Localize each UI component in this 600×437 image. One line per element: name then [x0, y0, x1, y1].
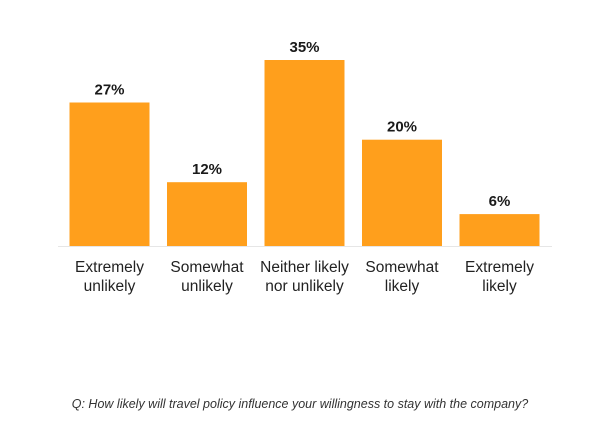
category-label-0-line-1: unlikely — [84, 278, 136, 295]
category-label-2-line-0: Neither likely — [260, 259, 349, 276]
category-label-2-line-1: nor unlikely — [265, 278, 344, 295]
value-label-0: 27% — [94, 82, 124, 99]
category-label-4-line-1: likely — [482, 278, 517, 295]
category-labels-group: Extremely unlikely Somewhat unlikely Neither… — [75, 259, 534, 295]
bar-2 — [264, 60, 345, 246]
survey-question: Q: How likely will travel policy influen… — [71, 397, 529, 411]
value-labels-group: 27% 12% 35% 20% 6% — [94, 39, 510, 210]
bar-0 — [69, 102, 150, 246]
category-label-3-line-1: likely — [385, 278, 420, 295]
bar-chart: 27% 12% 35% 20% 6% Extremely unlikely Somewhat… — [58, 39, 552, 295]
bar-4 — [459, 214, 540, 246]
category-label-1-line-0: Somewhat — [170, 259, 244, 276]
value-label-4: 6% — [489, 193, 511, 210]
bar-3 — [362, 139, 442, 246]
value-label-3: 20% — [387, 119, 417, 136]
value-label-2: 35% — [289, 39, 319, 56]
bars-group — [69, 60, 540, 246]
category-label-4-line-0: Extremely — [465, 259, 534, 276]
category-label-0-line-0: Extremely — [75, 259, 144, 276]
category-label-1-line-1: unlikely — [181, 278, 233, 295]
category-label-3-line-0: Somewhat — [365, 259, 439, 276]
value-label-1: 12% — [192, 161, 222, 178]
bar-1 — [167, 182, 247, 246]
